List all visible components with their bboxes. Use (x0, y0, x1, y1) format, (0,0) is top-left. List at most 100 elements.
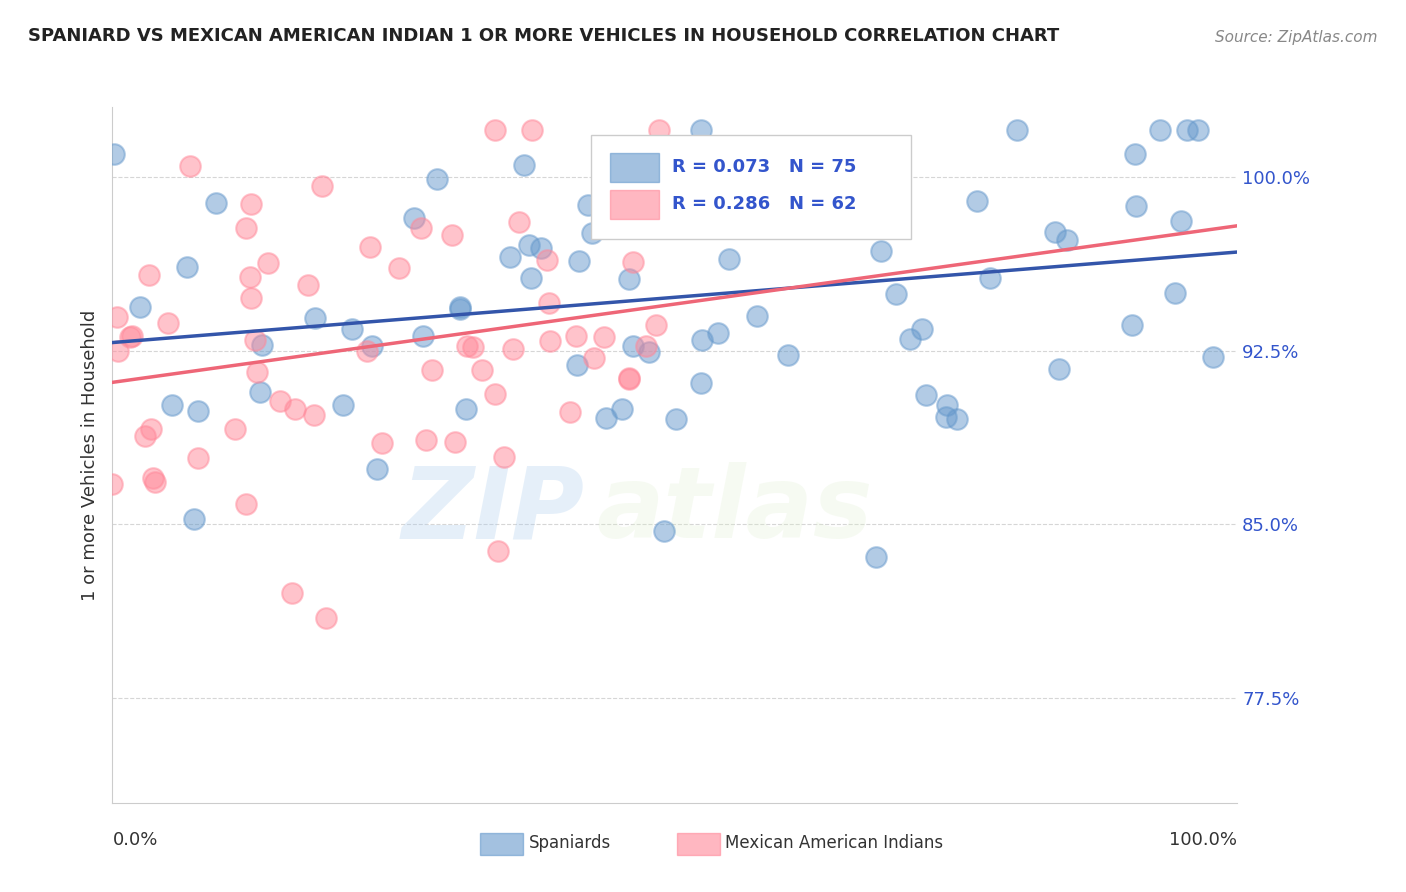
Point (371, 435, 394, 450)
FancyBboxPatch shape (610, 153, 659, 182)
Point (492, 450, 515, 465)
Point (134, 429, 156, 443)
Point (302, 409, 325, 423)
Point (644, 318, 666, 332)
Point (530, 241, 553, 255)
Point (484, 386, 506, 401)
Point (162, 398, 184, 412)
Point (471, 363, 494, 377)
Point (690, 333, 713, 347)
FancyBboxPatch shape (481, 833, 523, 855)
Point (129, 300, 152, 314)
Point (910, 322, 932, 336)
Point (103, 147, 125, 161)
Point (342, 321, 364, 335)
Point (239, 270, 262, 285)
Point (536, 253, 558, 268)
Point (332, 398, 354, 412)
Point (454, 402, 477, 417)
Point (441, 227, 464, 242)
Point (404, 211, 426, 225)
Point (768, 175, 790, 189)
Point (1123, 146, 1146, 161)
Point (205, 196, 228, 211)
Point (945, 411, 967, 425)
Point (621, 255, 644, 269)
Point (243, 333, 266, 347)
Point (252, 337, 274, 351)
Point (449, 301, 471, 315)
Point (105, 310, 128, 324)
Point (315, 610, 337, 624)
Point (617, 371, 640, 385)
Point (1201, 350, 1223, 364)
Point (610, 402, 633, 417)
Text: 100.0%: 100.0% (1170, 830, 1237, 848)
Point (869, 244, 891, 258)
Point (745, 309, 768, 323)
Point (689, 376, 711, 390)
Point (707, 326, 730, 341)
Point (187, 451, 209, 466)
Point (979, 271, 1001, 285)
Point (865, 549, 887, 564)
Point (426, 172, 449, 186)
Point (520, 271, 543, 285)
Point (1164, 285, 1187, 300)
Point (1187, 123, 1209, 137)
Point (900, 332, 922, 346)
Point (558, 404, 581, 418)
Point (966, 194, 988, 209)
Point (360, 339, 382, 353)
FancyBboxPatch shape (610, 190, 659, 219)
Point (456, 338, 478, 352)
Y-axis label: 1 or more Vehicles in Household: 1 or more Vehicles in Household (80, 310, 98, 600)
Text: atlas: atlas (596, 462, 873, 559)
Point (239, 196, 262, 211)
Point (415, 434, 437, 448)
Point (583, 351, 606, 365)
Text: R = 0.073   N = 75: R = 0.073 N = 75 (672, 158, 856, 176)
Point (183, 512, 205, 526)
Text: 0.0%: 0.0% (112, 830, 157, 848)
Point (249, 384, 271, 399)
Point (101, 477, 124, 491)
Point (187, 404, 209, 418)
Point (522, 123, 544, 137)
Text: R = 0.286   N = 62: R = 0.286 N = 62 (672, 194, 856, 213)
Point (617, 271, 640, 285)
Point (654, 524, 676, 538)
Point (636, 339, 658, 353)
Point (665, 412, 688, 426)
Point (1047, 362, 1070, 376)
Point (297, 278, 319, 293)
Point (257, 256, 280, 270)
Point (581, 227, 603, 241)
Point (1170, 214, 1192, 228)
Point (422, 363, 444, 377)
Point (935, 398, 957, 412)
Point (269, 393, 291, 408)
Point (617, 372, 640, 386)
Point (621, 339, 644, 353)
Point (853, 186, 876, 201)
Point (513, 158, 536, 172)
Point (633, 171, 655, 186)
Point (884, 287, 907, 301)
Point (538, 334, 561, 348)
Point (498, 250, 520, 264)
Point (138, 268, 160, 283)
Point (593, 330, 616, 344)
Point (179, 159, 201, 173)
Point (664, 209, 686, 223)
Point (935, 409, 957, 424)
FancyBboxPatch shape (591, 135, 911, 239)
Point (366, 461, 388, 475)
Text: Mexican American Indians: Mexican American Indians (725, 834, 943, 852)
Point (610, 210, 633, 224)
Point (718, 252, 741, 266)
Point (648, 123, 671, 137)
Point (444, 435, 467, 450)
Point (508, 215, 530, 229)
Point (157, 316, 180, 330)
